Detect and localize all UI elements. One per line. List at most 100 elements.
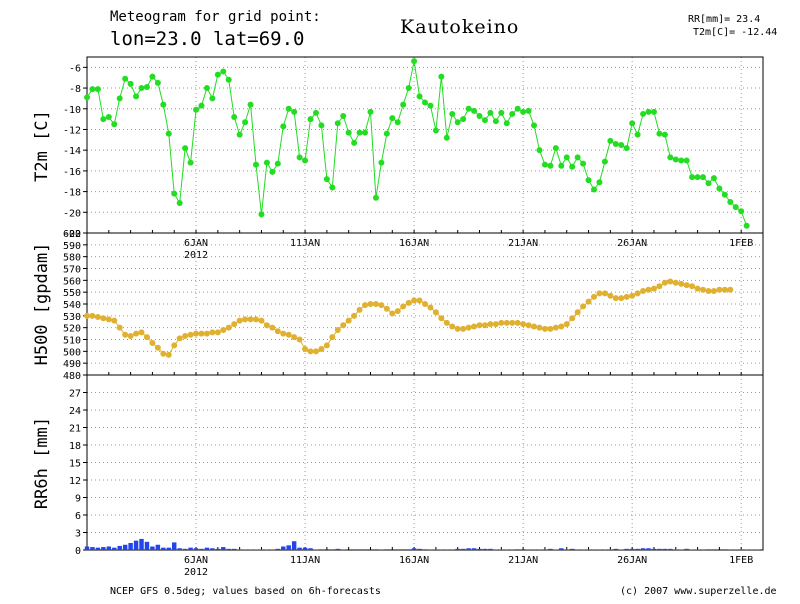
t2m-xtick-label: 26JAN (617, 238, 647, 249)
rr6h-bar (482, 548, 488, 550)
rr6h-bar (335, 548, 340, 550)
h500-point (487, 321, 494, 328)
t2m-point (383, 130, 390, 137)
rr6h-ytick-label: 3 (75, 529, 81, 540)
h500-point (176, 335, 183, 342)
h500-point (340, 322, 347, 329)
h500-point (645, 286, 652, 293)
rr6h-bar (733, 549, 738, 550)
h500-point (394, 308, 401, 315)
t2m-point (411, 58, 418, 65)
t2m-point (209, 95, 216, 102)
rr6h-ytick-label: 21 (69, 424, 81, 435)
rr6h-xtick-label: 26JAN (617, 555, 647, 566)
rr6h-bar (613, 548, 619, 550)
h500-point (503, 319, 510, 326)
t2m-point (133, 93, 140, 100)
header-line2: lon=23.0 lat=69.0 (110, 28, 304, 50)
h500-point (242, 316, 249, 323)
header-line1: Meteogram for grid point: (110, 9, 321, 25)
t2m-ytick-label: -16 (63, 167, 81, 178)
h500-ytick-label: 500 (63, 347, 81, 358)
t2m-point (225, 76, 232, 83)
t2m-point (247, 101, 254, 108)
rr6h-ytick-label: 6 (75, 511, 81, 522)
h500-point (705, 287, 712, 294)
rr6h-bar (673, 549, 678, 550)
h500-point (225, 324, 232, 331)
t2m-point (154, 79, 161, 86)
rr6h-bar (575, 549, 580, 550)
h500-point (710, 287, 717, 294)
t2m-point (351, 139, 358, 146)
t2m-point (285, 105, 292, 112)
t2m-point (710, 175, 717, 182)
t2m-axis-label: T2m [C] (32, 110, 52, 182)
rr6h-bar (188, 547, 193, 550)
rr6h-bar (635, 548, 640, 550)
t2m-point (236, 131, 243, 138)
h500-point (291, 334, 298, 341)
h500-point (258, 317, 265, 324)
t2m-xtick-label: 1FEB (729, 238, 753, 249)
rr6h-bar (297, 547, 302, 550)
t2m-point (193, 106, 200, 113)
t2m-point (356, 129, 363, 136)
h500-ytick-label: 570 (63, 265, 81, 276)
t2m-point (650, 108, 657, 115)
t2m-point (329, 184, 336, 191)
rr6h-bar (117, 545, 122, 550)
t2m-point (612, 140, 619, 147)
t2m-point (476, 113, 483, 120)
h500-point (94, 314, 101, 321)
t2m-point (258, 211, 265, 218)
rr6h-bar (275, 548, 281, 550)
t2m-point (100, 116, 107, 123)
t2m-point (362, 129, 369, 136)
t2m-point (563, 154, 570, 161)
t2m-point (601, 158, 608, 165)
h500-point (591, 293, 597, 300)
h500-point (672, 279, 679, 286)
h500-point (650, 285, 657, 292)
rr6h-bar (460, 548, 466, 550)
h500-point (536, 324, 543, 331)
t2m-point (122, 75, 129, 82)
h500-point (100, 315, 107, 322)
h500-point (432, 309, 439, 316)
t2m-ytick-label: -20 (63, 208, 81, 219)
rr6h-bar (608, 549, 613, 550)
t2m-xtick-label: 21JAN (508, 238, 538, 249)
h500-point (214, 329, 221, 336)
t2m-point (318, 122, 325, 129)
rr6h-bar (510, 549, 515, 550)
t2m-point (607, 137, 614, 144)
t2m-point (176, 199, 183, 206)
t2m-point (312, 109, 319, 116)
t2m-point (242, 119, 249, 126)
rr6h-bar (90, 547, 95, 550)
t2m-panel: -6 -8 -10 -12 -14 -16 -18 -20 -22 6JAN 11JAN 16JAN 2… (63, 56, 764, 261)
h500-point (378, 302, 385, 309)
rr6h-bar (379, 549, 384, 550)
h500-point (171, 342, 178, 349)
rr6h-ytick-label: 18 (69, 441, 81, 452)
rr6h-bar (204, 547, 210, 550)
h500-point (640, 287, 647, 294)
t2m-ytick-label: -8 (69, 84, 81, 95)
h500-point (362, 302, 369, 309)
rr6h-bar (526, 549, 531, 550)
rr6h-bar (651, 548, 657, 550)
rr6h-bar (286, 545, 291, 550)
t2m-point (525, 107, 532, 114)
rr6h-bar (597, 549, 602, 550)
t2m-point (340, 113, 347, 120)
h500-point (269, 324, 276, 331)
t2m-point (307, 116, 314, 123)
t2m-point (127, 80, 134, 87)
h500-point (318, 345, 325, 352)
h500-point (405, 299, 412, 306)
h500-point (492, 321, 499, 328)
rr6h-ytick-label: 27 (69, 389, 81, 400)
rr6h-bar (553, 549, 559, 550)
